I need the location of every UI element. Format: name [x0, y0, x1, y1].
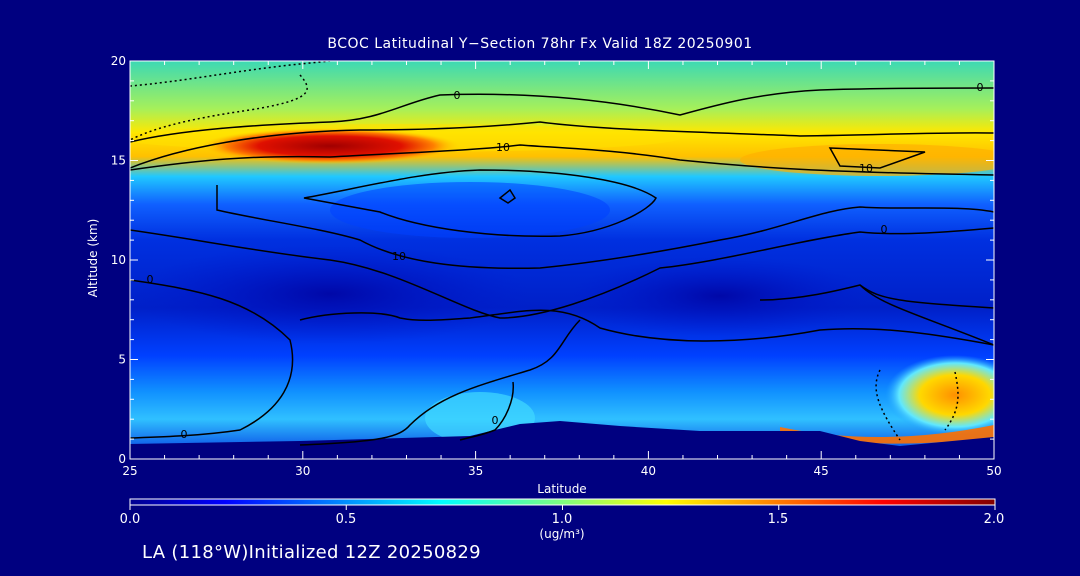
footer-text: LA (118°W)Initialized 12Z 20250829	[142, 542, 481, 563]
contour-label: 0	[881, 223, 888, 236]
y-tick-label: 15	[111, 154, 126, 168]
contour-label: 0	[977, 81, 984, 94]
contour-dotted-right-a	[875, 369, 901, 441]
colorbar-tick-label: 2.0	[983, 512, 1005, 527]
axis-ticks	[129, 60, 996, 510]
contour-lower-mid	[299, 309, 994, 346]
colorbar	[129, 498, 996, 506]
chart-title: BCOC Latitudinal Y−Section 78hr Fx Valid…	[327, 36, 753, 52]
contour-upper-band	[130, 121, 994, 169]
contour-0-inner	[459, 381, 514, 441]
x-tick-label: 50	[986, 464, 1001, 478]
contour-right-upper	[759, 284, 994, 309]
colorbar-units: (ug/m³)	[539, 527, 585, 541]
concentration-field	[130, 61, 994, 459]
contour-lines	[130, 61, 994, 446]
x-tick-label: 35	[468, 464, 483, 478]
mid-right-dark-patch	[570, 256, 870, 336]
colorbar-tick-label: 0.0	[119, 512, 141, 527]
mid-dark-patch	[130, 244, 530, 344]
x-tick-label: 45	[814, 464, 829, 478]
colorbar-tick-label: 1.5	[767, 512, 789, 527]
y-tick-label: 0	[118, 452, 126, 466]
contour-0-right	[859, 284, 994, 346]
x-tick-label: 30	[295, 464, 310, 478]
x-axis-label: Latitude	[537, 482, 587, 496]
contour-0-mid	[130, 227, 994, 319]
colorbar-tick-label: 0.5	[335, 512, 357, 527]
y-tick-label: 10	[111, 253, 126, 267]
contour-dotted-left	[130, 74, 308, 141]
contour-label: 10	[392, 250, 406, 263]
upper-right-orange	[740, 144, 994, 176]
y-axis-label: Altitude (km)	[86, 218, 100, 298]
contour-label: 0	[147, 273, 154, 286]
contour-label: 10	[859, 162, 873, 175]
contour-10-upper	[130, 144, 994, 176]
contour-dotted-top	[130, 61, 331, 87]
y-tick-label: 5	[118, 353, 126, 367]
contour-0-plume	[299, 319, 581, 446]
x-tick-label: 25	[122, 464, 137, 478]
contour-10-mid	[216, 185, 994, 270]
contour-small-loop	[498, 188, 517, 204]
contour-dotted-right-b	[944, 371, 959, 431]
contour-label: 10	[496, 141, 510, 154]
y-tick-label: 20	[111, 54, 126, 68]
terrain	[130, 421, 994, 459]
contour-label: 0	[454, 89, 461, 102]
contour-0-upper	[130, 87, 994, 143]
lower-right-blob	[885, 355, 994, 435]
contour-labels: 0 10 10 10 0 0 0 0 0	[147, 81, 984, 441]
contour-10-right	[828, 147, 926, 169]
contour-label: 0	[492, 414, 499, 427]
axis-tick-labels: 25 30 35 40 45 50 0 5 10 15 20	[111, 54, 1002, 478]
contour-10-oval	[303, 169, 657, 237]
colorbar-tick-label: 1.0	[551, 512, 573, 527]
mid-blue-patch	[330, 182, 610, 238]
x-tick-label: 40	[641, 464, 656, 478]
contour-label: 0	[181, 428, 188, 441]
contour-0-left	[130, 279, 294, 439]
